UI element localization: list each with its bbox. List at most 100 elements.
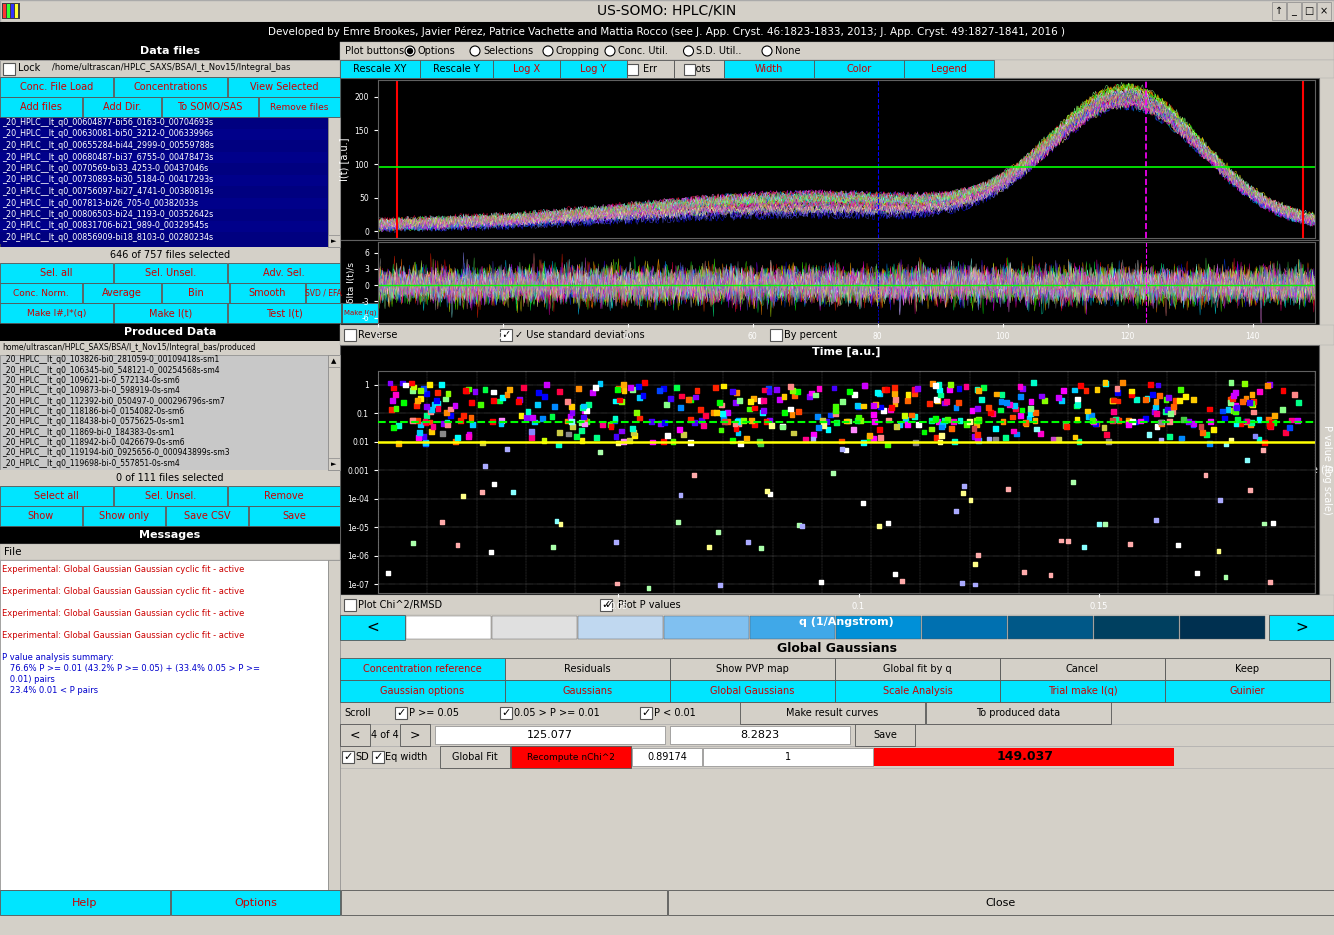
- Bar: [259, 97, 340, 117]
- Point: [1241, 415, 1262, 430]
- Point: [831, 441, 852, 456]
- Point: [1067, 392, 1089, 407]
- Bar: [342, 890, 667, 915]
- Point: [950, 413, 971, 428]
- Text: Rescale Y: Rescale Y: [434, 64, 480, 74]
- Point: [1102, 394, 1123, 409]
- Point: [878, 412, 899, 427]
- Point: [1245, 428, 1266, 443]
- Bar: [500, 707, 512, 719]
- Bar: [0, 117, 328, 247]
- Point: [383, 381, 404, 396]
- Point: [936, 412, 958, 427]
- Point: [1021, 401, 1042, 416]
- Point: [978, 400, 999, 415]
- Bar: [15, 4, 17, 18]
- Point: [499, 381, 520, 396]
- Point: [930, 435, 951, 450]
- Point: [407, 393, 428, 408]
- Point: [816, 414, 838, 429]
- Bar: [740, 702, 924, 724]
- Point: [556, 413, 578, 428]
- Point: [870, 399, 891, 414]
- Point: [1190, 419, 1211, 434]
- Bar: [492, 616, 578, 639]
- Bar: [249, 506, 340, 526]
- Point: [439, 409, 460, 424]
- Text: Save: Save: [283, 511, 307, 521]
- Point: [1122, 414, 1143, 429]
- Text: 0.89174: 0.89174: [647, 752, 687, 762]
- Point: [884, 386, 906, 401]
- Point: [920, 422, 942, 437]
- Point: [1273, 383, 1294, 398]
- Text: Add files: Add files: [20, 102, 61, 112]
- Point: [582, 385, 603, 400]
- Point: [1151, 414, 1173, 429]
- Point: [1121, 383, 1142, 398]
- Text: Concentrations: Concentrations: [133, 82, 208, 92]
- Point: [1013, 565, 1034, 580]
- Point: [982, 406, 1003, 421]
- Bar: [0, 890, 169, 915]
- Point: [544, 399, 566, 414]
- Text: _20_HPLC__lt_q0_106345-bi0_548121-0_00254568s-sm4: _20_HPLC__lt_q0_106345-bi0_548121-0_0025…: [1, 366, 220, 375]
- Text: 125.077: 125.077: [527, 730, 574, 740]
- Bar: [670, 726, 850, 744]
- Point: [1022, 375, 1043, 390]
- Point: [491, 416, 512, 431]
- Point: [714, 414, 735, 429]
- Point: [1142, 387, 1163, 402]
- Point: [1191, 425, 1213, 440]
- Text: _20_HPLC__lt_q0_11869-bi-0_184383-0s-sm1: _20_HPLC__lt_q0_11869-bi-0_184383-0s-sm1: [1, 427, 175, 437]
- Point: [1171, 430, 1193, 445]
- Point: [695, 408, 716, 423]
- Point: [1069, 434, 1090, 449]
- Point: [534, 389, 555, 404]
- Bar: [1165, 680, 1330, 702]
- Point: [812, 418, 834, 433]
- Text: S.D. Util..: S.D. Util..: [696, 46, 742, 56]
- Text: File: File: [4, 547, 21, 557]
- Point: [403, 535, 424, 550]
- Point: [410, 382, 431, 397]
- Point: [1249, 412, 1270, 427]
- Bar: [340, 702, 1334, 724]
- Point: [1241, 396, 1262, 410]
- Bar: [670, 658, 835, 680]
- Point: [783, 388, 804, 403]
- Point: [576, 414, 598, 429]
- Point: [876, 437, 898, 452]
- Point: [963, 429, 984, 444]
- Point: [1243, 394, 1265, 409]
- Point: [735, 430, 756, 445]
- Point: [774, 389, 795, 404]
- Point: [1057, 419, 1078, 434]
- Point: [751, 406, 772, 421]
- Point: [459, 427, 480, 442]
- Point: [743, 400, 764, 415]
- Point: [507, 394, 528, 409]
- Point: [562, 405, 583, 420]
- Point: [996, 396, 1018, 410]
- Bar: [904, 60, 994, 78]
- Bar: [340, 78, 1319, 240]
- Point: [984, 432, 1006, 447]
- Point: [707, 524, 728, 539]
- Point: [415, 437, 436, 452]
- Point: [868, 518, 890, 533]
- Point: [891, 574, 912, 589]
- Bar: [922, 616, 1007, 639]
- Text: Save CSV: Save CSV: [184, 511, 231, 521]
- Point: [836, 413, 858, 428]
- Point: [956, 417, 978, 432]
- Point: [1159, 413, 1181, 428]
- Point: [803, 427, 824, 442]
- Bar: [835, 658, 1000, 680]
- Point: [388, 437, 410, 452]
- Bar: [506, 680, 670, 702]
- Bar: [874, 748, 1174, 766]
- Point: [1113, 375, 1134, 390]
- Point: [960, 493, 982, 508]
- Point: [455, 382, 476, 397]
